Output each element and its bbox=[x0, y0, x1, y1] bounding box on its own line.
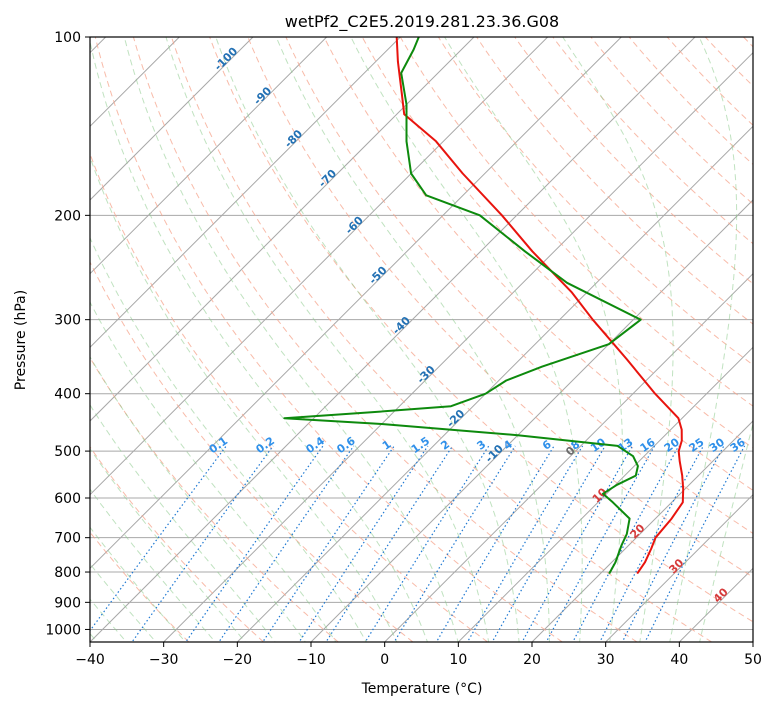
mixing-ratio-line bbox=[521, 445, 634, 642]
y-axis-label: Pressure (hPa) bbox=[13, 290, 29, 390]
x-axis-ticks: −40 −30 −20 −10 0 10 20 30 40 50 bbox=[75, 642, 762, 668]
x-tick-label: 20 bbox=[523, 652, 541, 668]
y-tick-label: 1000 bbox=[45, 622, 81, 638]
isotherm-line bbox=[90, 37, 696, 642]
x-tick-label: 30 bbox=[597, 652, 615, 668]
isotherm-line bbox=[605, 493, 753, 642]
mixing-ratio-line bbox=[545, 445, 656, 642]
isotherm-line bbox=[90, 37, 401, 349]
moist-adiabat bbox=[90, 598, 128, 642]
y-tick-label: 600 bbox=[54, 491, 81, 507]
x-axis-label: Temperature (°C) bbox=[361, 681, 483, 697]
isotherm-line bbox=[236, 125, 753, 642]
moist-adiabat bbox=[669, 37, 738, 642]
y-tick-label: 700 bbox=[54, 531, 81, 547]
plot-frame bbox=[89, 36, 754, 643]
y-tick-label: 400 bbox=[54, 387, 81, 403]
x-tick-label: −10 bbox=[296, 652, 326, 668]
moist-adiabat bbox=[350, 37, 583, 642]
y-tick-label: 900 bbox=[54, 595, 81, 611]
mixing-ratio-line bbox=[218, 445, 355, 642]
x-tick-label: 40 bbox=[670, 652, 688, 668]
chart-title: wetPf2_C2E5.2019.281.23.36.G08 bbox=[285, 12, 559, 32]
mixing-ratio-lines bbox=[90, 445, 746, 642]
mixing-ratio-line bbox=[131, 445, 274, 642]
x-tick-label: 10 bbox=[449, 652, 467, 668]
moist-adiabat bbox=[90, 236, 367, 642]
dry-adiabat bbox=[514, 37, 753, 285]
mixing-ratio-line bbox=[435, 445, 555, 642]
x-tick-label: −40 bbox=[75, 652, 105, 668]
moist-adiabat bbox=[165, 37, 490, 642]
mixing-ratio-line bbox=[393, 445, 516, 642]
mixing-ratio-line bbox=[644, 445, 746, 642]
dry-adiabat-lines bbox=[90, 37, 753, 642]
moist-adiabat bbox=[90, 39, 429, 642]
x-tick-label: 50 bbox=[744, 652, 762, 668]
isotherm-line bbox=[531, 420, 753, 642]
moist-adiabat bbox=[90, 447, 246, 642]
dry-adiabat bbox=[171, 37, 712, 642]
plot-area: -100-90-80-70-60-50-40-30-20-10 010203040… bbox=[90, 37, 753, 642]
dry-adiabat bbox=[476, 37, 753, 325]
dry-adiabat bbox=[90, 446, 264, 642]
dry-adiabat bbox=[90, 260, 414, 642]
pressure-gridlines bbox=[90, 37, 753, 630]
moist-adiabat-lines bbox=[90, 37, 753, 642]
isotherm-line bbox=[90, 37, 475, 422]
isotherm-lines bbox=[90, 37, 753, 642]
moist-adiabat bbox=[215, 37, 520, 642]
dry-adiabat bbox=[285, 37, 753, 535]
isotherm-line bbox=[90, 37, 622, 570]
sounding-series bbox=[283, 37, 685, 575]
y-tick-label: 500 bbox=[54, 444, 81, 460]
isotherm-line bbox=[90, 37, 254, 201]
isotherm-line bbox=[457, 346, 753, 642]
dry-adiabat bbox=[132, 37, 638, 642]
dry-adiabat bbox=[94, 37, 563, 642]
mixing-ratio-line bbox=[572, 445, 680, 642]
moist-adiabat bbox=[699, 421, 753, 642]
x-tick-label: −20 bbox=[223, 652, 253, 668]
isotherm-line bbox=[90, 37, 549, 496]
mixing-ratio-line bbox=[599, 445, 704, 642]
y-tick-label: 200 bbox=[54, 208, 81, 224]
isotherm-line bbox=[90, 37, 328, 275]
moist-adiabat bbox=[562, 37, 674, 642]
moist-adiabat bbox=[275, 37, 550, 642]
moist-adiabat bbox=[90, 155, 398, 642]
y-axis-ticks: 100 200 300 400 500 600 700 800 900 1000 bbox=[45, 30, 90, 638]
temperature-profile bbox=[395, 37, 685, 575]
dry-adiabat bbox=[323, 37, 753, 491]
y-tick-label: 300 bbox=[54, 313, 81, 329]
moist-adiabat bbox=[123, 37, 459, 642]
x-tick-label: −30 bbox=[149, 652, 179, 668]
y-tick-label: 100 bbox=[54, 30, 81, 46]
y-tick-label: 800 bbox=[54, 565, 81, 581]
moist-adiabat bbox=[90, 404, 276, 642]
moist-adiabat bbox=[90, 301, 337, 642]
mixing-ratio-line bbox=[491, 445, 606, 642]
dry-adiabat bbox=[247, 37, 753, 578]
mixing-ratio-line bbox=[364, 445, 490, 642]
dewpoint-profile bbox=[283, 37, 642, 575]
dry-adiabat bbox=[209, 37, 753, 623]
mixing-ratio-line bbox=[262, 445, 395, 642]
mixing-ratio-line bbox=[466, 445, 584, 642]
moist-adiabat bbox=[90, 488, 216, 642]
moist-adiabat bbox=[90, 355, 307, 642]
x-tick-label: 0 bbox=[380, 652, 389, 668]
moist-adiabat bbox=[444, 37, 624, 642]
isotherm-line bbox=[384, 272, 753, 642]
